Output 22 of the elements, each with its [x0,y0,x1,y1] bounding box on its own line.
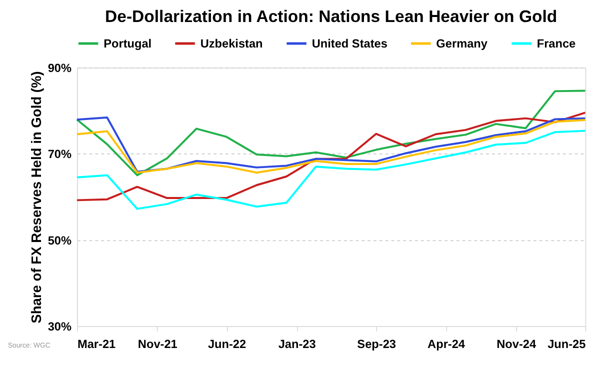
x-tick-label: Jun-25 [548,337,586,352]
x-tick-label: Apr-24 [428,337,466,352]
x-tick-label: Nov-24 [496,337,536,352]
chart-title: De-Dollarization in Action: Nations Lean Heavier on Gold [105,7,558,26]
y-tick-label: 90% [48,60,72,75]
legend-label: France [536,36,576,50]
line-series [76,90,586,176]
legend-label: Portugal [104,36,152,50]
legend-label: Uzbekistan [200,36,263,50]
x-tick-label: Nov-21 [138,337,178,352]
y-axis-title: Share of FX Reserves Held in Gold (%) [28,71,44,324]
legend-label: United States [312,36,388,50]
x-tick-label: Mar-21 [77,337,116,352]
x-tick-label: Sep-23 [357,337,396,352]
x-tick-label: Jan-23 [278,337,316,352]
legend-label: Germany [436,36,488,50]
line-series [76,112,586,202]
line-series [76,130,586,210]
x-tick-label: Jun-22 [208,337,247,352]
y-tick-label: 70% [48,147,72,162]
y-tick-label: 30% [48,319,72,334]
y-tick-label: 50% [48,233,72,248]
